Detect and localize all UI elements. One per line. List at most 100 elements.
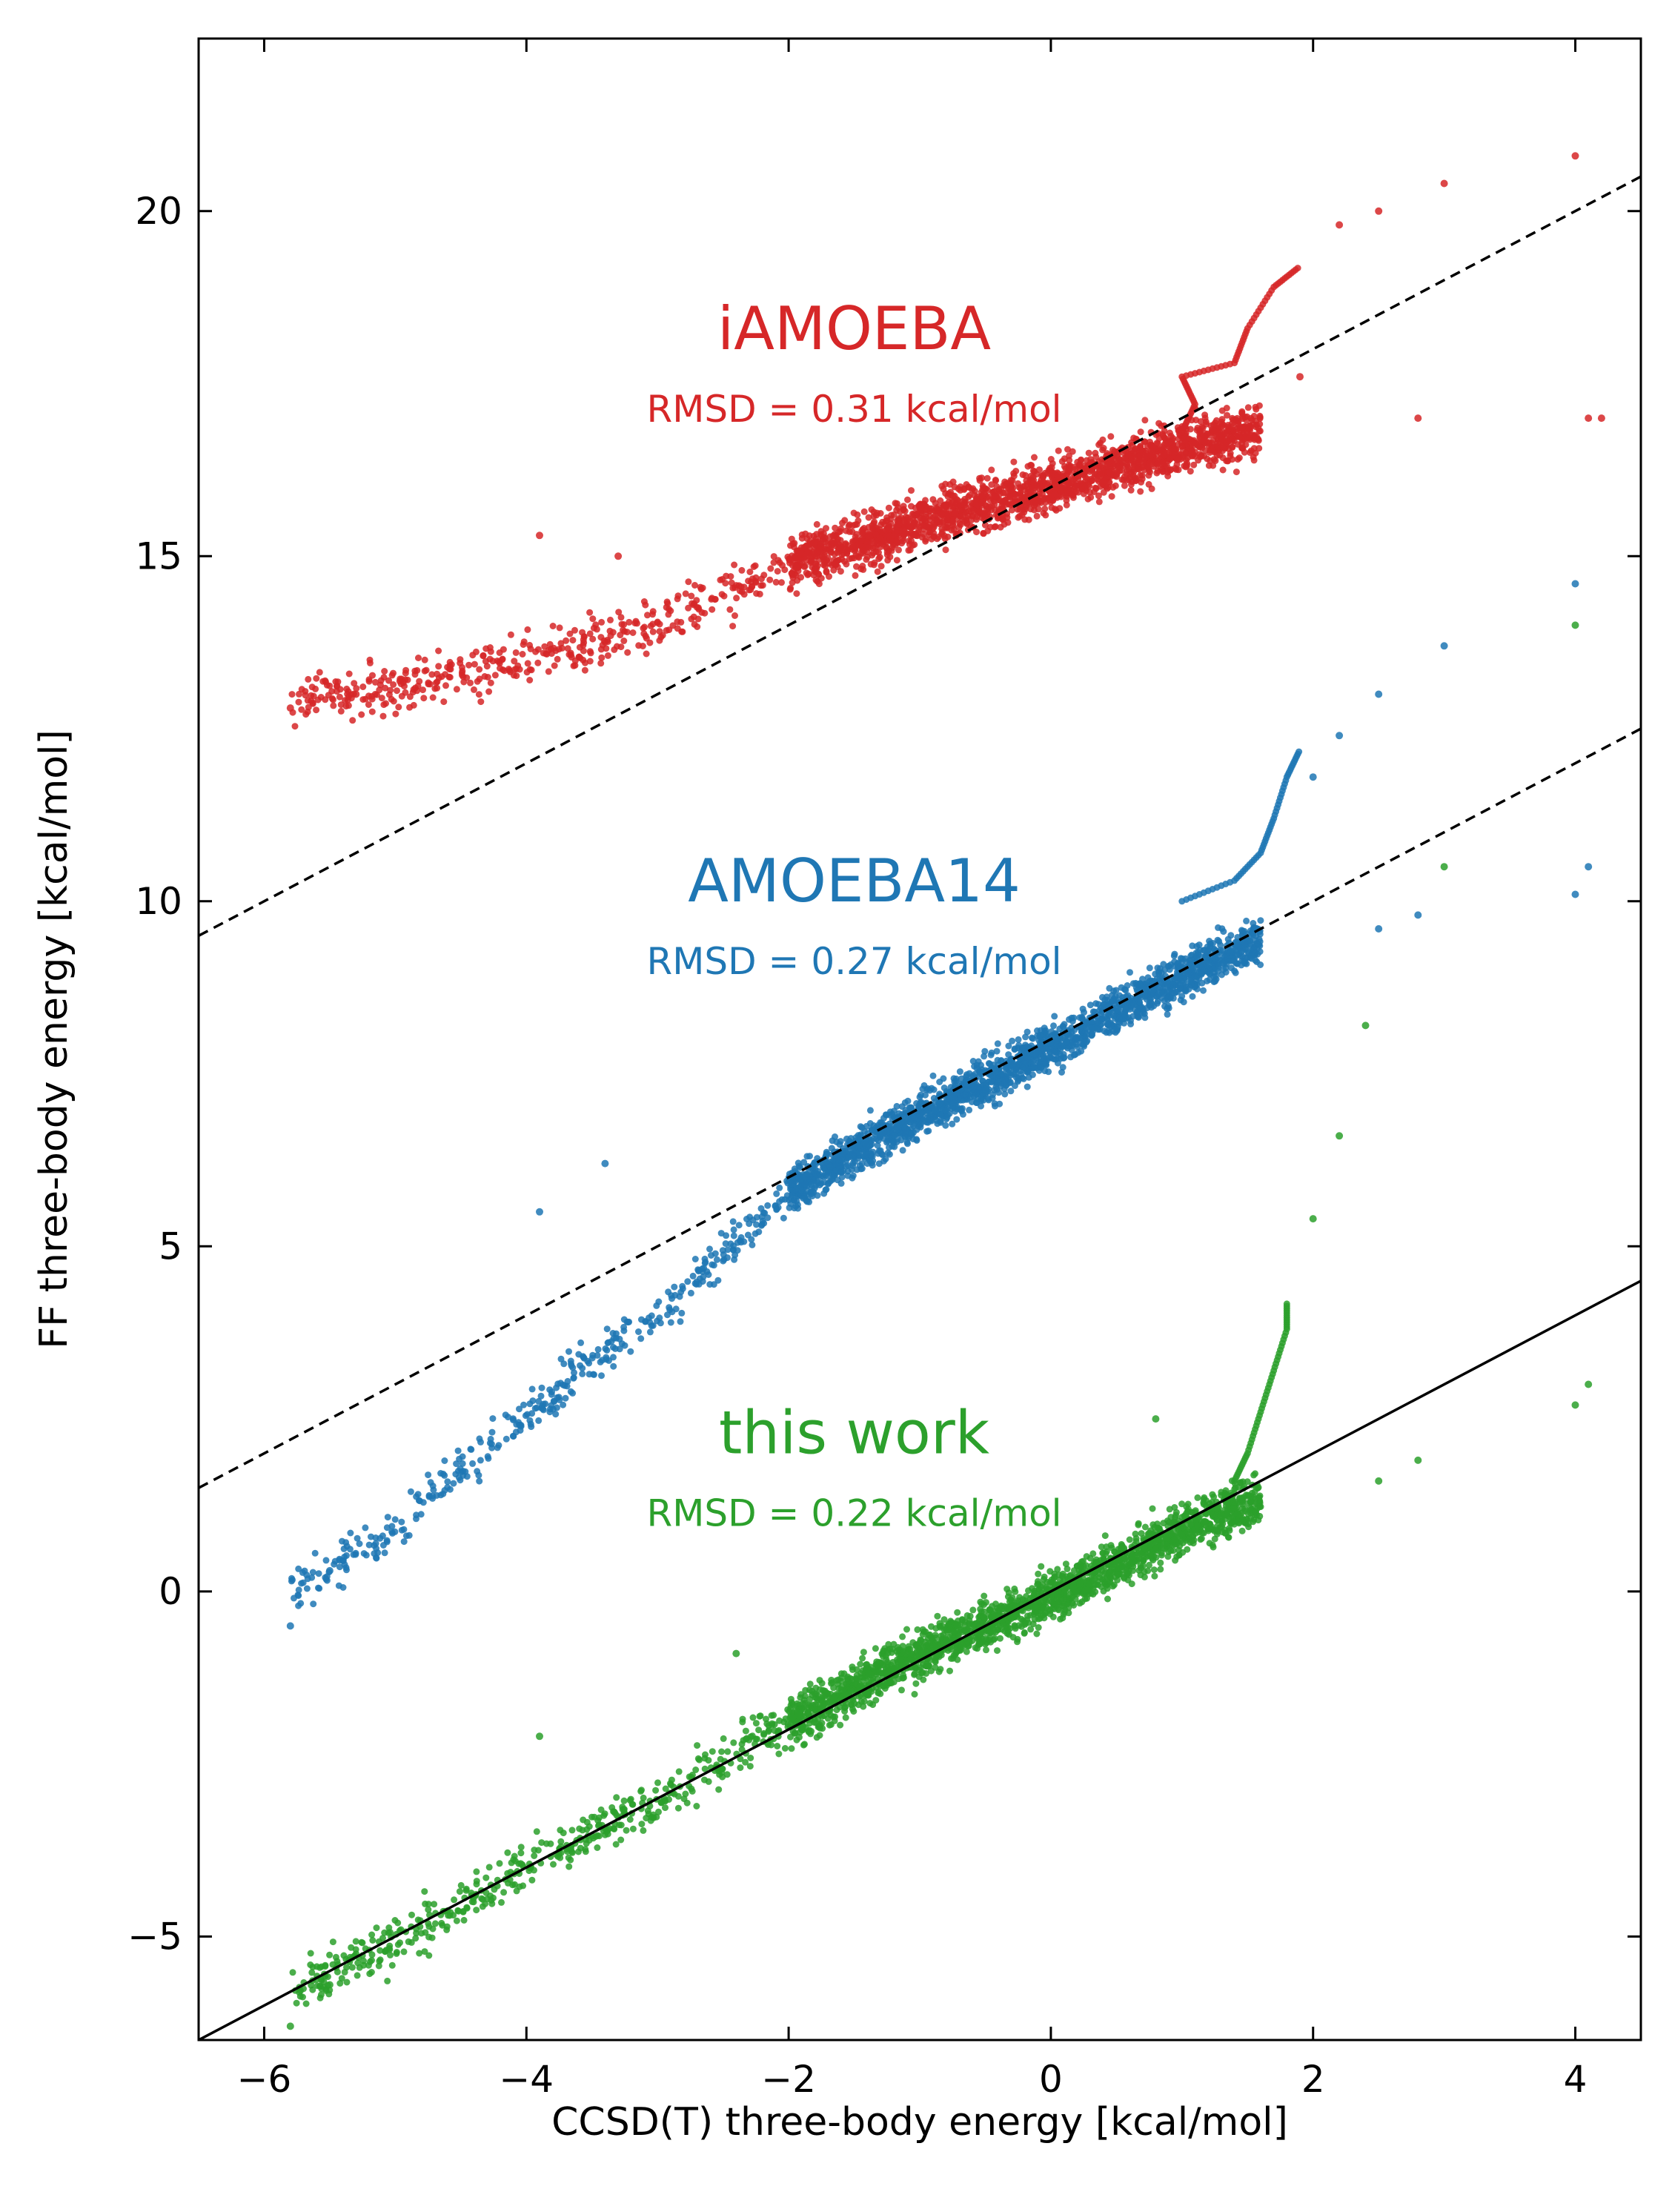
data-point	[391, 1516, 399, 1523]
data-point	[368, 708, 376, 715]
data-point	[995, 1078, 1003, 1085]
data-point	[380, 701, 388, 709]
data-point	[1206, 970, 1213, 977]
data-point	[1200, 987, 1207, 994]
data-point	[925, 1127, 932, 1135]
data-point	[1227, 932, 1235, 939]
data-point	[649, 1322, 657, 1329]
data-point	[706, 1281, 714, 1288]
data-point	[362, 695, 369, 703]
data-point	[326, 682, 334, 689]
data-point	[399, 679, 407, 686]
data-point	[380, 674, 388, 681]
data-point	[956, 1068, 963, 1076]
data-point	[534, 646, 542, 653]
data-point	[787, 584, 794, 592]
data-point	[480, 652, 487, 659]
data-point	[569, 637, 577, 644]
data-point	[953, 496, 961, 503]
data-point	[1146, 1000, 1153, 1007]
data-point	[852, 572, 859, 579]
data-point	[402, 669, 409, 677]
data-point	[372, 678, 379, 686]
data-point	[732, 612, 738, 619]
data-point	[1067, 1053, 1075, 1061]
data-point	[419, 686, 426, 694]
data-point	[1040, 1055, 1047, 1062]
data-point	[497, 665, 503, 672]
data-point	[1125, 466, 1132, 473]
data-point	[1234, 456, 1241, 463]
data-point	[906, 546, 914, 554]
data-point	[904, 1140, 911, 1148]
data-point	[849, 528, 856, 535]
data-point	[907, 1104, 915, 1111]
data-point	[489, 1415, 497, 1423]
data-point	[695, 606, 703, 613]
data-point	[984, 527, 992, 534]
data-point	[374, 1549, 382, 1557]
data-point	[476, 1477, 483, 1485]
outlier-point	[1309, 773, 1317, 781]
data-point	[899, 1147, 906, 1154]
data-point	[1024, 1068, 1032, 1076]
data-point	[1227, 450, 1234, 457]
data-point	[446, 658, 454, 666]
outlier-point	[286, 704, 294, 712]
data-point	[919, 1085, 926, 1093]
data-point	[1223, 457, 1230, 465]
data-point	[840, 557, 848, 565]
data-point	[1066, 487, 1072, 494]
data-point	[557, 1355, 565, 1362]
outlier-point	[1375, 690, 1383, 698]
data-point	[826, 573, 832, 580]
data-point	[794, 1205, 802, 1212]
data-point	[961, 485, 968, 492]
data-point	[311, 1549, 319, 1557]
data-point	[929, 1072, 937, 1079]
data-point	[471, 686, 477, 693]
data-point	[516, 666, 523, 673]
data-point	[849, 1174, 856, 1182]
data-point	[468, 1446, 475, 1453]
outlier-point	[1375, 925, 1383, 933]
data-point	[882, 1155, 889, 1162]
data-point	[534, 659, 542, 666]
data-point	[957, 506, 963, 514]
data-point	[1212, 431, 1219, 437]
data-point	[1205, 957, 1212, 964]
data-point	[425, 1471, 432, 1479]
data-point	[569, 1364, 577, 1371]
data-point	[874, 509, 880, 517]
data-point	[729, 623, 737, 630]
data-point	[656, 628, 663, 635]
data-point	[812, 560, 819, 567]
data-point	[1164, 1010, 1171, 1018]
data-point	[556, 624, 563, 632]
data-point	[425, 681, 432, 688]
data-point	[1243, 417, 1250, 424]
data-point	[908, 1130, 915, 1137]
data-point	[1069, 1042, 1075, 1050]
data-point	[850, 509, 857, 517]
data-point	[586, 630, 594, 638]
data-point	[849, 1162, 856, 1169]
data-point	[467, 679, 474, 686]
data-point	[802, 530, 809, 537]
data-point	[629, 629, 637, 636]
data-point	[850, 554, 857, 562]
data-point	[1183, 461, 1190, 468]
data-point	[1213, 417, 1220, 424]
data-point	[832, 524, 839, 532]
data-point	[760, 572, 768, 579]
data-point	[459, 672, 465, 679]
data-point	[1035, 486, 1043, 492]
data-point	[1189, 942, 1196, 950]
data-point	[400, 1538, 408, 1546]
data-point	[579, 629, 586, 636]
data-point	[753, 590, 760, 597]
data-point	[1105, 469, 1112, 477]
data-point	[390, 669, 397, 677]
data-point	[346, 1546, 354, 1553]
data-point	[1210, 940, 1216, 947]
